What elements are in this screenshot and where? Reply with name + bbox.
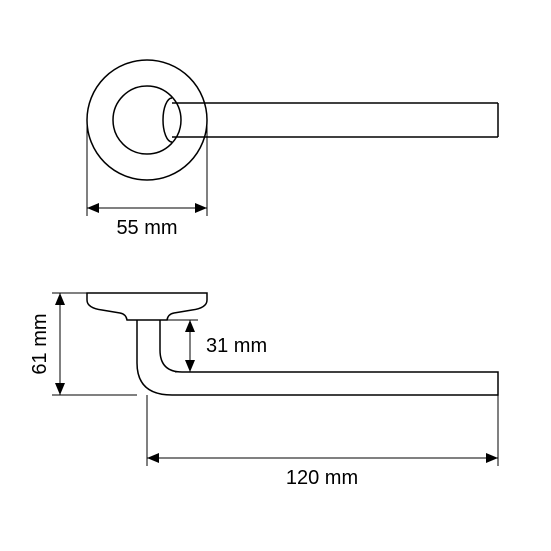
rose-inner-circle <box>113 86 181 154</box>
dim-31mm-label: 31 mm <box>206 335 267 357</box>
technical-drawing: 55 mm 61 mm 31 mm 120 mm <box>0 0 551 551</box>
dim-120mm: 120 mm <box>147 395 498 489</box>
rose-outer-circle <box>87 60 207 180</box>
dim-55mm-label: 55 mm <box>116 217 177 239</box>
dim-61mm: 61 mm <box>29 293 137 395</box>
arrow-top <box>185 320 195 332</box>
arrow-right <box>195 203 207 213</box>
arrow-left <box>87 203 99 213</box>
lever-neck <box>163 98 172 142</box>
arrow-top <box>55 293 65 305</box>
dim-61mm-label: 61 mm <box>29 313 51 374</box>
arrow-bottom <box>55 383 65 395</box>
side-view <box>87 293 498 395</box>
dim-31mm: 31 mm <box>160 320 267 372</box>
top-view <box>87 60 498 180</box>
arrow-left <box>147 453 159 463</box>
rose-profile <box>87 293 207 320</box>
arrow-right <box>486 453 498 463</box>
dim-120mm-label: 120 mm <box>286 467 358 489</box>
arrow-bottom <box>185 360 195 372</box>
